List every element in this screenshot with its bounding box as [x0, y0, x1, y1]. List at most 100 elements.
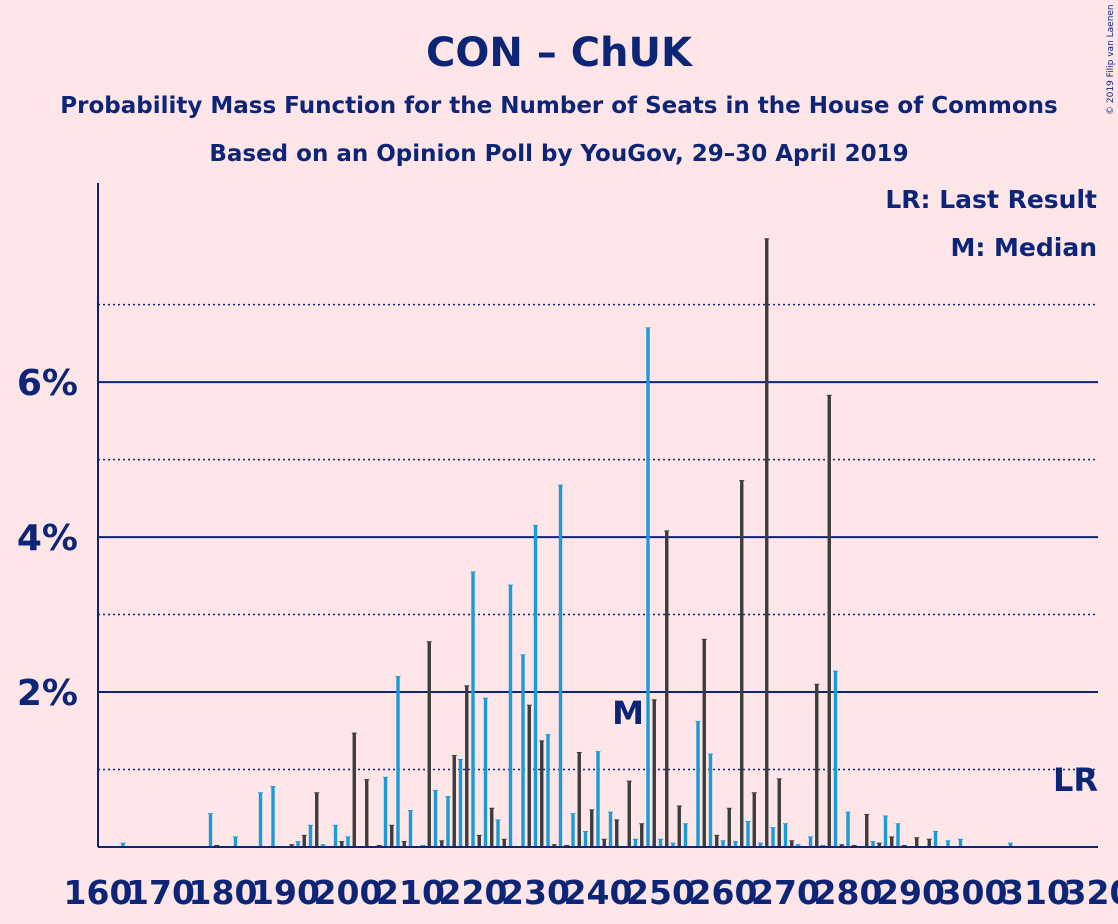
bar — [708, 754, 713, 847]
x-tick-label: 200 — [314, 873, 383, 912]
bar — [315, 792, 319, 847]
x-tick-label: 280 — [814, 873, 883, 912]
bar — [390, 825, 394, 847]
copyright: © 2019 Filip van Laenen — [1106, 4, 1116, 115]
bar — [121, 843, 125, 847]
bar — [758, 843, 763, 847]
bar — [846, 812, 850, 847]
bar — [615, 819, 619, 847]
bar — [946, 840, 950, 847]
x-tick-label: 290 — [876, 873, 945, 912]
bar — [796, 844, 800, 847]
bar — [208, 813, 213, 847]
bar — [558, 485, 563, 847]
bar — [958, 839, 963, 847]
x-tick-label: 260 — [689, 873, 758, 912]
y-tick-label: 4% — [17, 518, 78, 559]
x-tick-label: 220 — [439, 873, 508, 912]
bar — [877, 843, 881, 847]
bar — [540, 740, 544, 847]
bar — [440, 840, 444, 847]
bar — [496, 819, 500, 847]
chart-subtitle: Based on an Opinion Poll by YouGov, 29–3… — [209, 141, 908, 167]
chart-title: CON – ChUK — [426, 30, 694, 76]
bar — [446, 796, 450, 847]
bar — [502, 839, 506, 847]
x-tick-label: 210 — [376, 873, 445, 912]
bar — [483, 698, 488, 847]
bar — [590, 809, 594, 847]
legend-entry: LR: Last Result — [885, 185, 1097, 214]
bar — [771, 827, 775, 847]
bar — [1008, 843, 1013, 847]
bar — [633, 839, 638, 847]
bar — [896, 823, 900, 847]
bar — [333, 825, 338, 847]
bar — [608, 812, 613, 847]
bar — [871, 841, 875, 847]
bar — [296, 841, 300, 847]
bar — [727, 808, 731, 847]
bar — [340, 841, 344, 847]
bar — [790, 840, 794, 847]
bar — [552, 844, 556, 847]
bar — [477, 835, 481, 847]
bar — [815, 684, 819, 847]
chart-subtitle: Probability Mass Function for the Number… — [60, 93, 1057, 119]
bar — [696, 721, 700, 847]
bar — [346, 836, 350, 847]
bar — [396, 676, 400, 847]
bar — [746, 821, 750, 847]
bar — [783, 823, 788, 847]
bar — [402, 841, 406, 847]
bar — [365, 779, 369, 847]
bar — [671, 843, 675, 847]
x-tick-label: 230 — [501, 873, 570, 912]
bar — [458, 759, 463, 847]
x-tick-label: 320 — [1064, 873, 1118, 912]
bar — [521, 654, 525, 847]
bar — [683, 823, 688, 847]
bar — [627, 781, 631, 847]
bar — [927, 839, 931, 847]
bar — [833, 671, 838, 847]
bar — [408, 810, 413, 847]
bar — [577, 752, 581, 847]
bar — [827, 395, 831, 847]
x-tick-label: 180 — [189, 873, 258, 912]
bar — [883, 816, 888, 847]
bar — [308, 825, 313, 847]
bar — [233, 836, 238, 847]
bar — [433, 790, 438, 847]
bar — [721, 840, 725, 847]
bar — [765, 238, 769, 848]
bar — [271, 786, 275, 847]
bar — [646, 327, 650, 847]
y-tick-label: 6% — [17, 363, 78, 404]
bar — [302, 835, 306, 847]
bar — [546, 734, 550, 847]
bar — [321, 844, 325, 847]
x-tick-label: 270 — [751, 873, 820, 912]
bar — [933, 831, 938, 847]
bar — [571, 813, 575, 847]
x-tick-label: 250 — [626, 873, 695, 912]
bar — [715, 835, 719, 847]
bar — [677, 805, 681, 847]
y-tick-label: 2% — [17, 673, 78, 714]
bar — [465, 685, 469, 847]
bar — [652, 699, 656, 847]
bar — [777, 778, 781, 847]
x-tick-label: 190 — [251, 873, 320, 912]
bar — [865, 814, 869, 847]
bar — [890, 836, 894, 847]
bar — [808, 836, 813, 847]
bar — [471, 571, 475, 847]
last-result-label: LR — [1053, 761, 1098, 799]
x-tick-label: 240 — [564, 873, 633, 912]
bar — [533, 525, 538, 847]
bar — [915, 837, 919, 847]
bar — [740, 480, 744, 847]
x-tick-label: 170 — [126, 873, 195, 912]
